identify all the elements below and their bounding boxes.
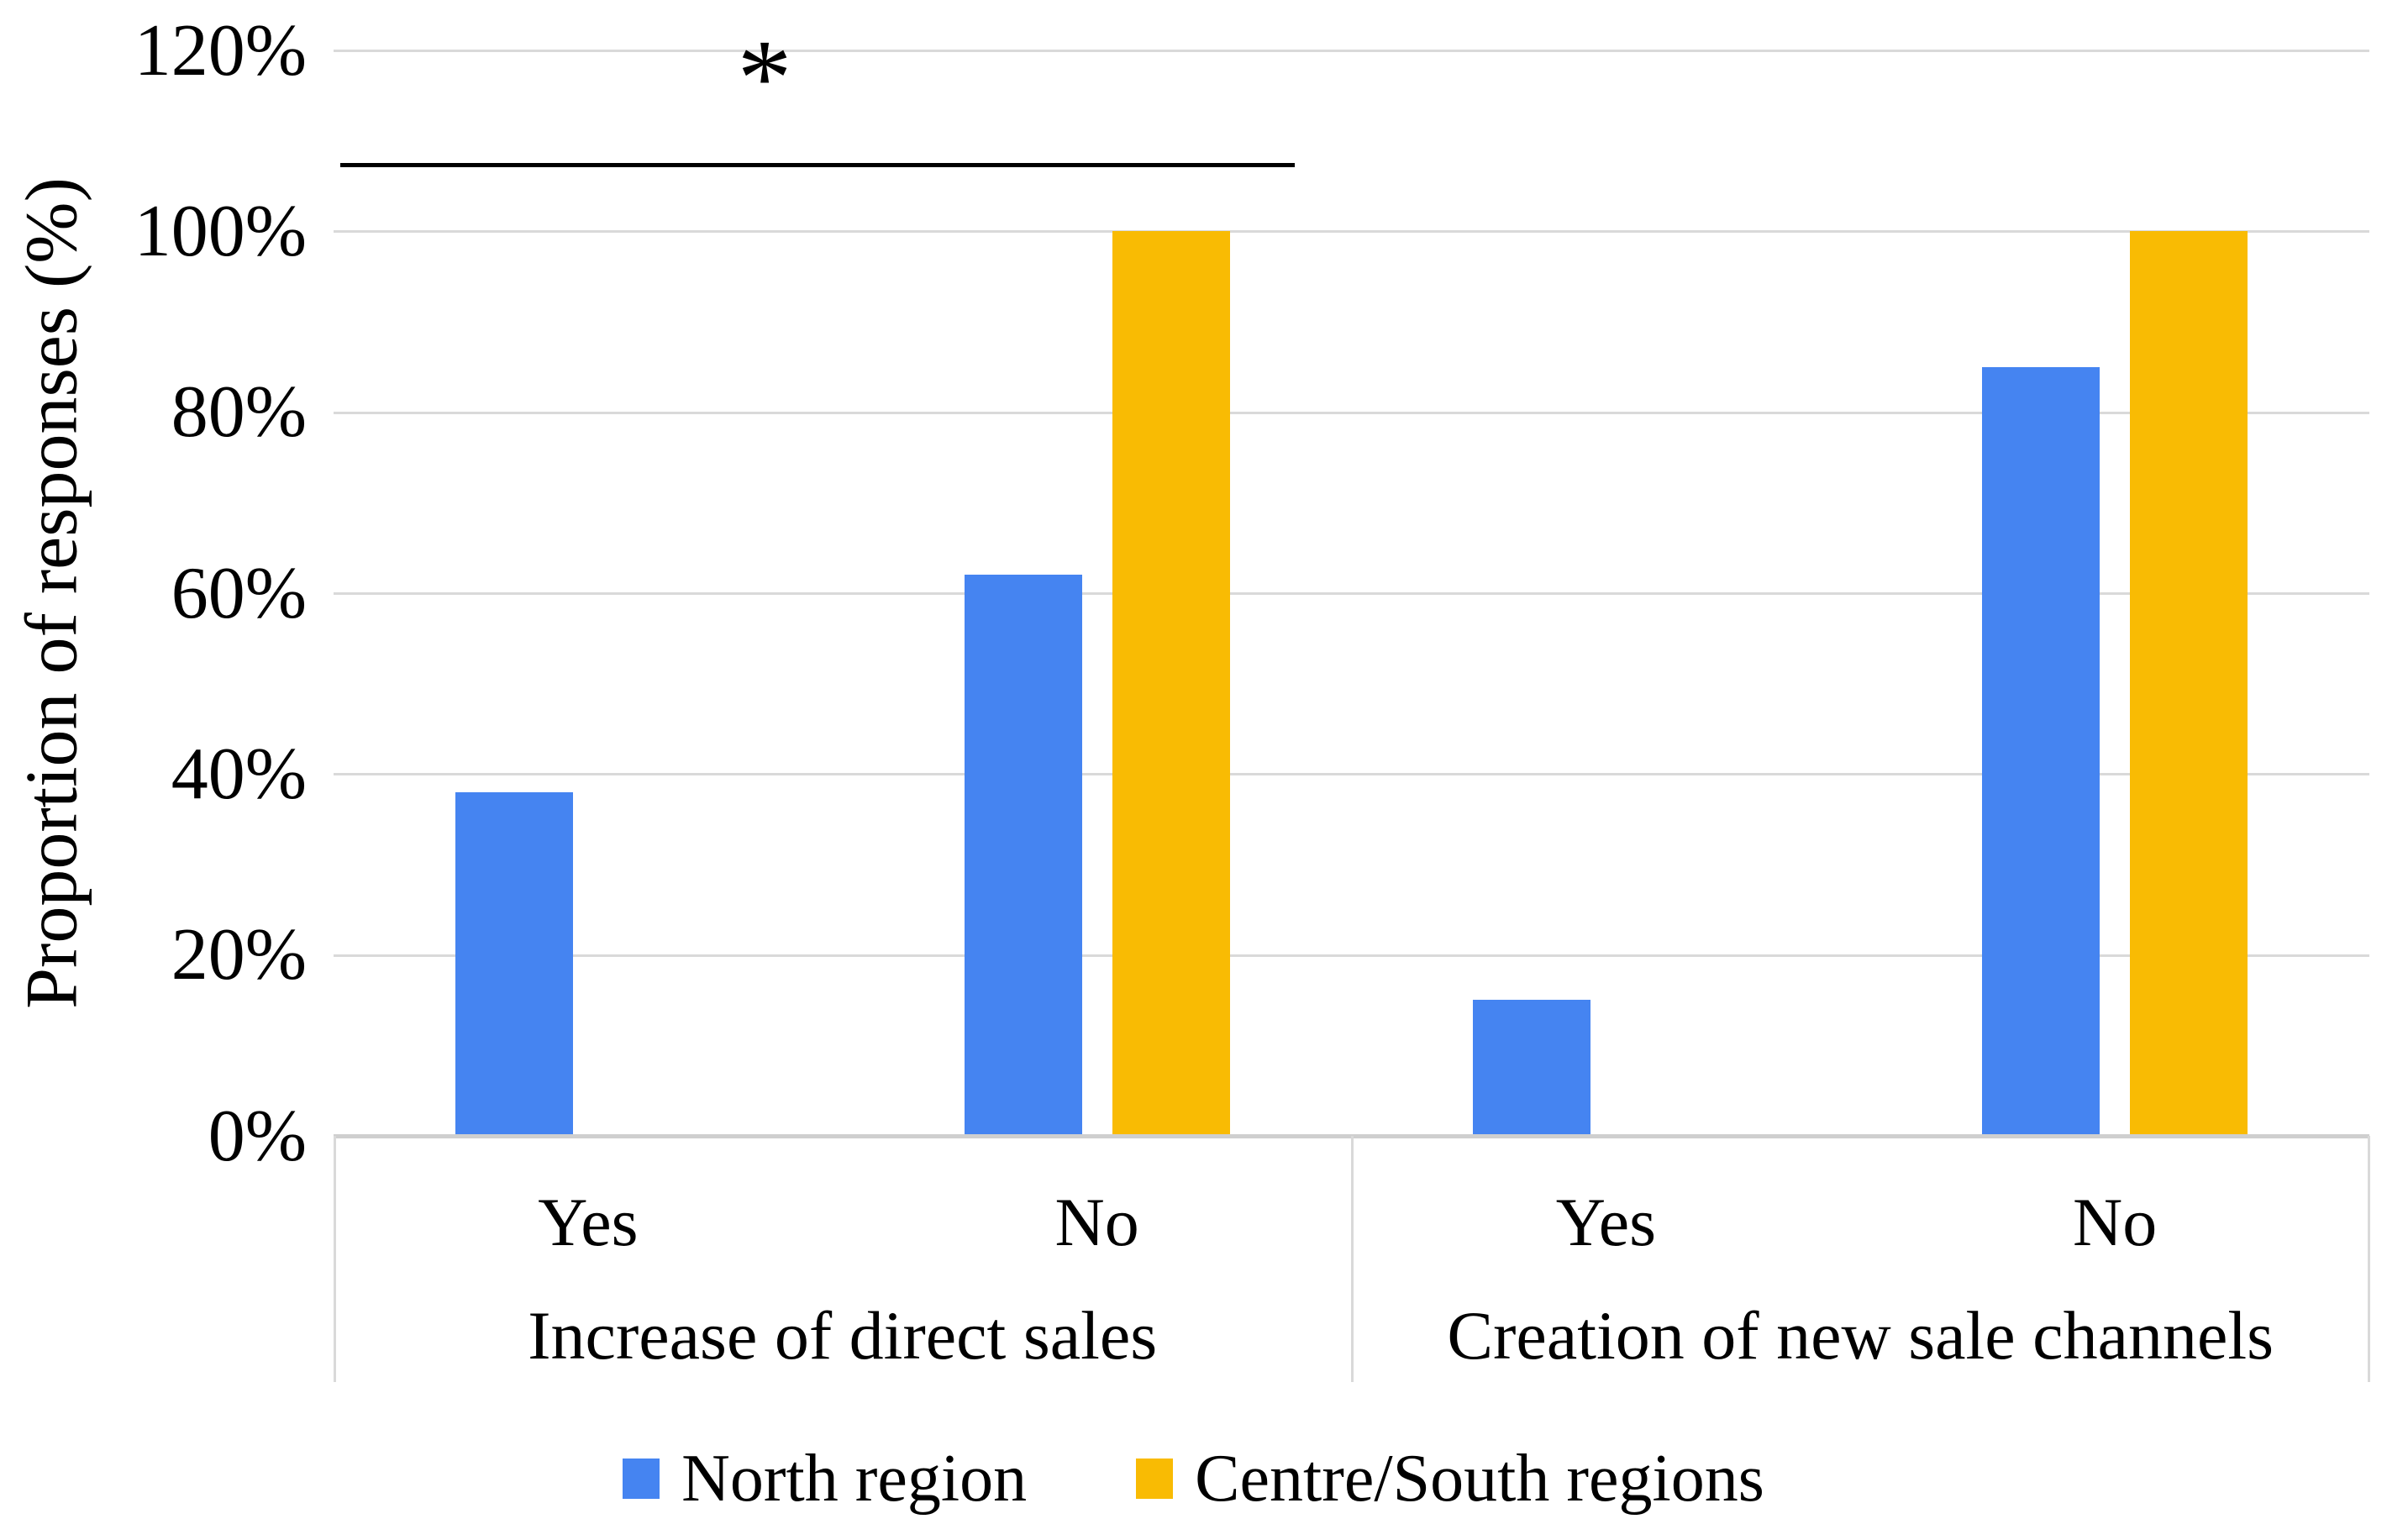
gridline-40 xyxy=(334,773,2369,776)
category-label-no-2: No xyxy=(2073,1184,2158,1260)
category-label-no-1: No xyxy=(1054,1184,1139,1260)
gridline-60 xyxy=(334,592,2369,595)
category-label-yes-2: Yes xyxy=(1555,1184,1657,1260)
group-label-increase-of-direct-sales: Increase of direct sales xyxy=(528,1297,1158,1374)
category-label-yes-1: Yes xyxy=(538,1184,639,1260)
group-label-creation-of-new-sale-channels: Creation of new sale channels xyxy=(1447,1297,2274,1374)
north-region-swatch-icon xyxy=(623,1459,660,1499)
bar-north-region-creation-of-new-sale-channels-no xyxy=(1982,367,2100,1136)
gridline-120 xyxy=(334,50,2369,52)
gridline-20 xyxy=(334,954,2369,957)
legend: North region Centre/South regions xyxy=(0,1438,2387,1519)
legend-label-centre-south-regions: Centre/South regions xyxy=(1195,1442,1764,1516)
gridline-100 xyxy=(334,230,2369,234)
legend-label-north-region: North region xyxy=(681,1442,1028,1516)
y-tick-label-40: 40% xyxy=(171,733,307,815)
y-tick-label-20: 20% xyxy=(171,914,307,996)
significance-line xyxy=(340,163,1295,167)
bar-centre-south-regions-increase-of-direct-sales-no xyxy=(1112,231,1230,1136)
y-tick-label-80: 80% xyxy=(171,371,307,454)
bar-centre-south-regions-creation-of-new-sale-channels-no xyxy=(2130,231,2248,1136)
category-box-left-border xyxy=(334,1136,336,1382)
centre-south-regions-swatch-icon xyxy=(1136,1459,1174,1499)
category-box-right-border xyxy=(2368,1136,2370,1382)
bar-north-region-increase-of-direct-sales-no xyxy=(964,575,1082,1136)
y-tick-label-60: 60% xyxy=(171,552,307,634)
significance-asterisk: * xyxy=(737,18,792,139)
legend-item-centre-south-regions: Centre/South regions xyxy=(1136,1438,1764,1519)
bar-north-region-creation-of-new-sale-channels-yes xyxy=(1473,1000,1591,1136)
legend-item-north-region: North region xyxy=(623,1438,1027,1519)
y-axis-title: Proportion of responses (%) xyxy=(11,177,93,1009)
gridline-80 xyxy=(334,411,2369,414)
y-tick-label-0: 0% xyxy=(208,1095,307,1177)
y-tick-label-120: 120% xyxy=(134,9,307,92)
category-group-divider xyxy=(1350,1136,1354,1382)
bar-north-region-increase-of-direct-sales-yes xyxy=(455,792,573,1136)
y-tick-label-100: 100% xyxy=(134,190,307,272)
